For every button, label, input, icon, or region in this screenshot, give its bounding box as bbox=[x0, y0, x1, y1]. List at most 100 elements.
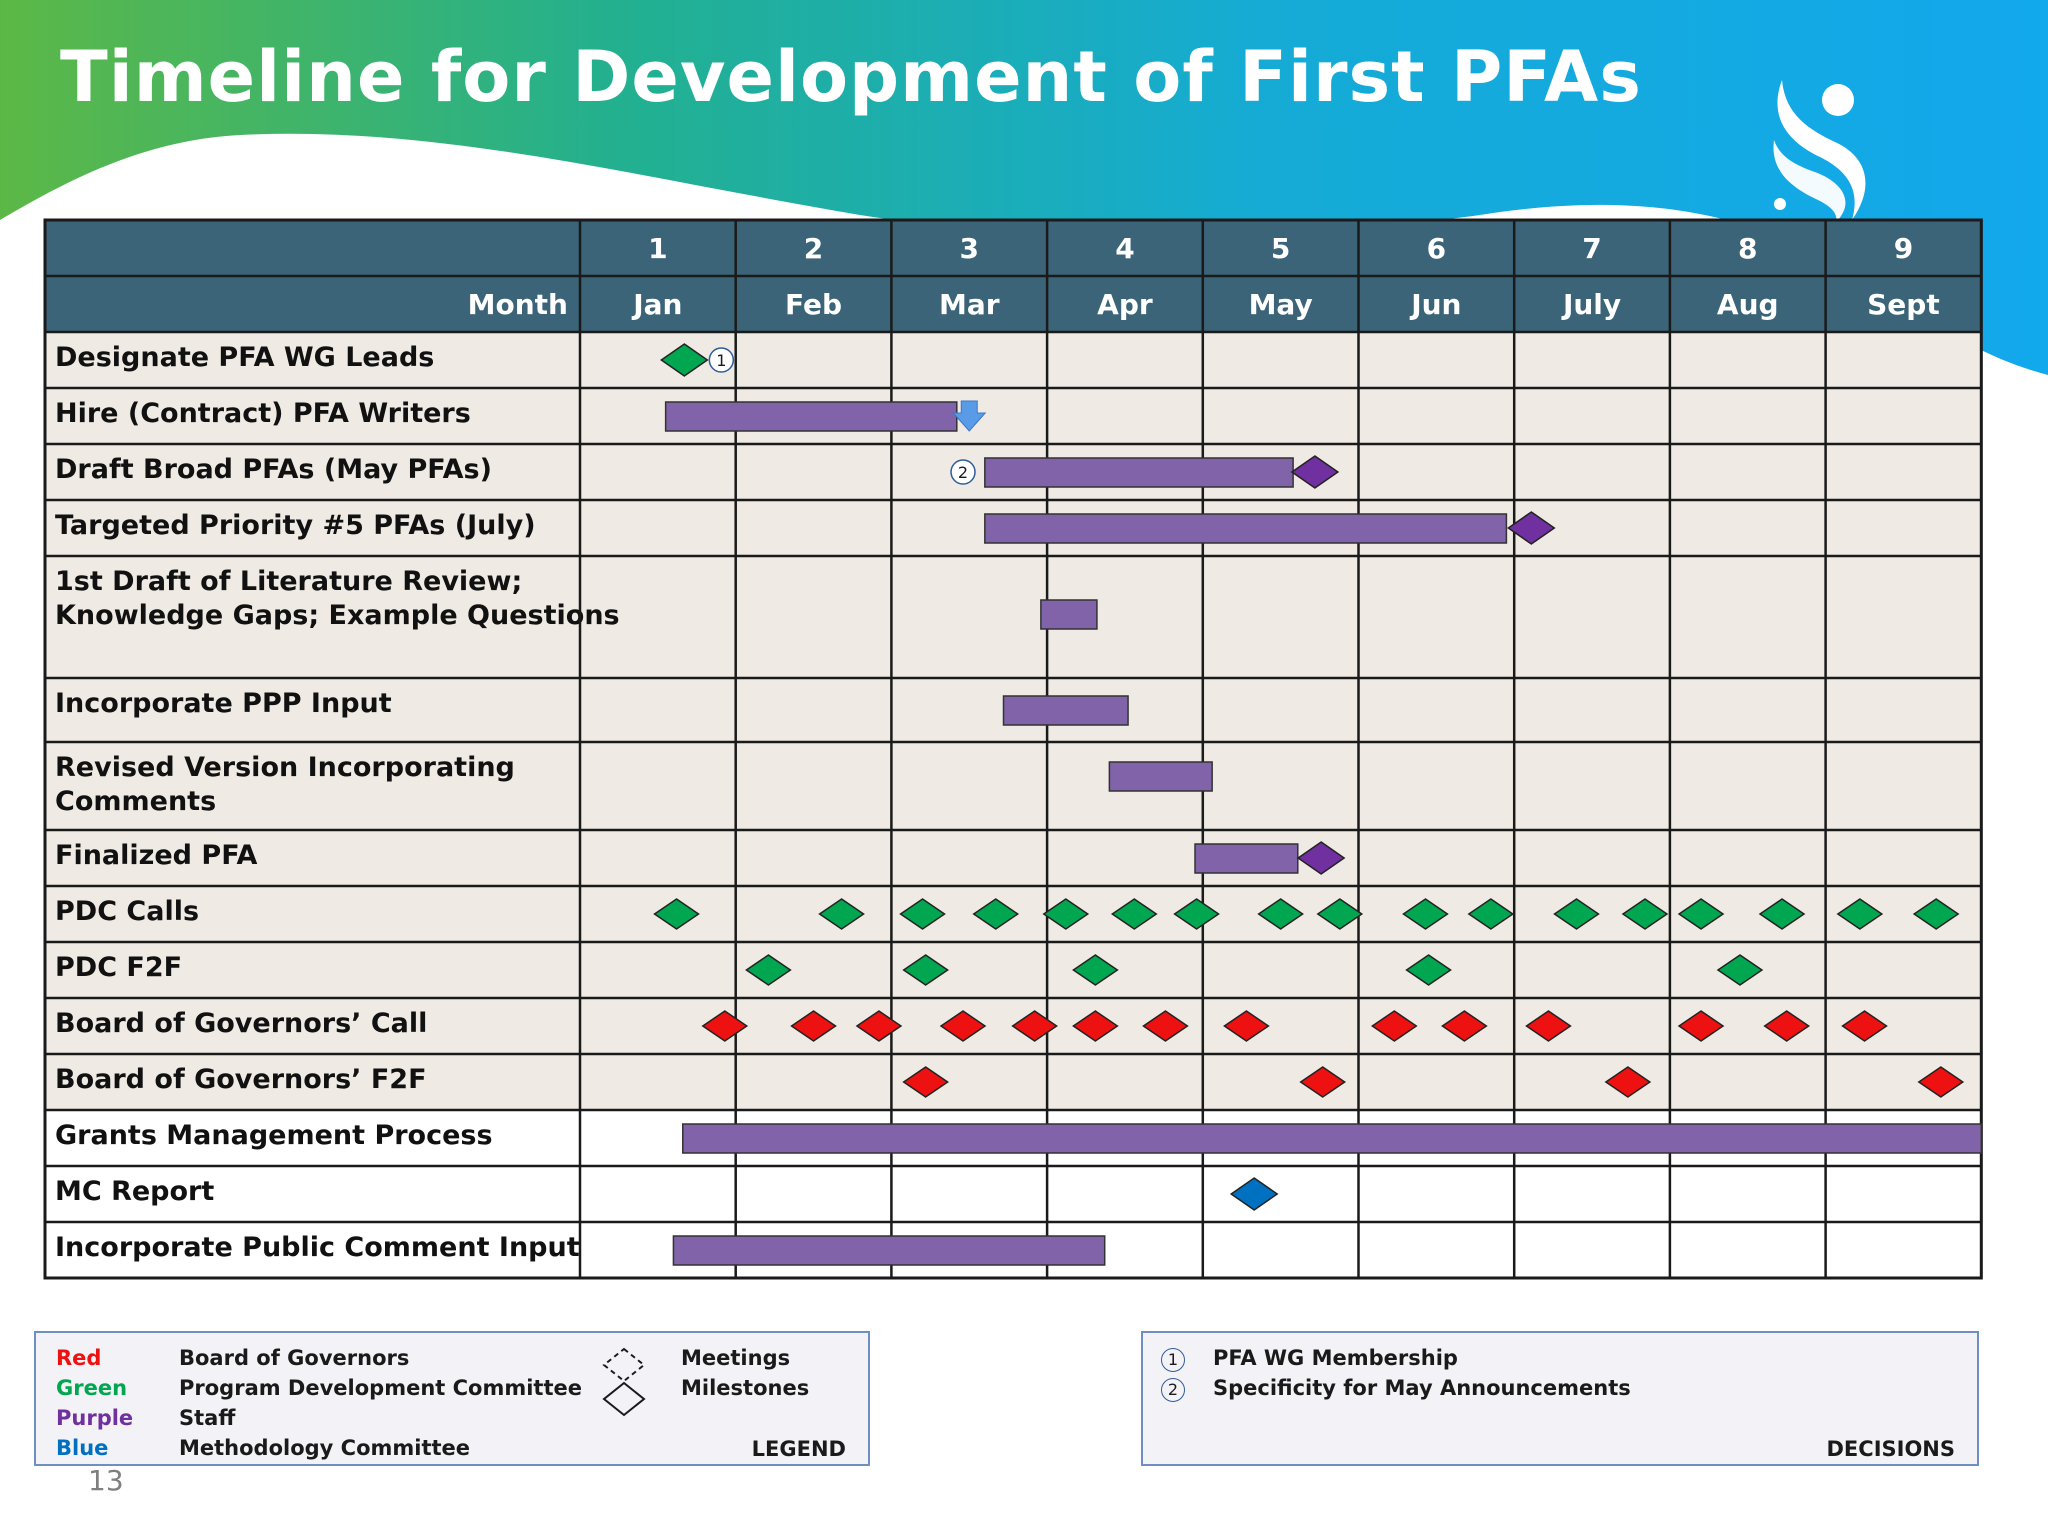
decision-label: PFA WG Membership bbox=[1213, 1346, 1458, 1370]
milestone-marker bbox=[1621, 898, 1669, 930]
page-number: 13 bbox=[88, 1464, 124, 1497]
milestone-marker bbox=[1758, 898, 1806, 930]
slide-title: Timeline for Development of First PFAs bbox=[60, 36, 1642, 118]
task-bar bbox=[1002, 695, 1129, 726]
table-row bbox=[45, 942, 1982, 998]
month-number-label: 1 bbox=[648, 232, 667, 265]
task-bar bbox=[1194, 843, 1299, 874]
down-arrow-icon bbox=[952, 400, 987, 432]
legend-color-name: Green bbox=[56, 1376, 128, 1400]
milestone-marker bbox=[745, 954, 792, 986]
milestone-marker bbox=[1553, 898, 1600, 930]
milestone-marker bbox=[1299, 1066, 1347, 1098]
row-label: Grants Management Process bbox=[55, 1120, 493, 1151]
decisions-box: 1 PFA WG Membership 2 Specificity for Ma… bbox=[1141, 1331, 1979, 1466]
decision-marker bbox=[950, 459, 976, 485]
legend-meaning: Staff bbox=[179, 1406, 236, 1430]
month-label: Jan bbox=[631, 288, 682, 321]
legend-milestones-label: Milestones bbox=[681, 1376, 810, 1400]
row-label: Revised Version Incorporating bbox=[55, 752, 515, 783]
legend-row-blue: Blue Methodology Committee bbox=[56, 1433, 470, 1463]
decision-label: Specificity for May Announcements bbox=[1213, 1376, 1631, 1400]
table-row bbox=[45, 332, 1982, 388]
month-label: May bbox=[1249, 288, 1313, 321]
milestone-marker bbox=[1507, 511, 1556, 545]
table-row bbox=[45, 1054, 1982, 1110]
table-row bbox=[45, 388, 1982, 444]
task-bar bbox=[664, 401, 958, 432]
legend-row-red: Red Board of Governors bbox=[56, 1343, 409, 1373]
milestone-marker bbox=[972, 898, 1020, 930]
month-number-label: 6 bbox=[1427, 232, 1446, 265]
milestone-marker bbox=[1229, 1177, 1279, 1211]
dashed-diamond-icon bbox=[602, 1347, 646, 1383]
row-label: Draft Broad PFAs (May PFAs) bbox=[55, 454, 492, 485]
milestone-marker bbox=[1917, 1066, 1965, 1098]
month-label: Feb bbox=[785, 288, 842, 321]
month-label: July bbox=[1561, 288, 1621, 321]
decision-marker bbox=[708, 347, 735, 373]
milestone-marker bbox=[1223, 1010, 1270, 1042]
month-label: Aug bbox=[1717, 288, 1779, 321]
row-label: Targeted Priority #5 PFAs (July) bbox=[55, 510, 536, 541]
row-label: Incorporate PPP Input bbox=[55, 688, 392, 719]
milestone-marker bbox=[1912, 898, 1960, 930]
gantt-chart: 1 2 3 4 5 6 7 8 9 Month Jan Feb Mar Apr May Jun July Aug S… bbox=[43, 218, 1983, 1280]
task-bar bbox=[984, 513, 1508, 544]
table-row bbox=[45, 742, 1982, 830]
milestone-marker bbox=[1296, 841, 1346, 875]
month-number-label: 2 bbox=[804, 232, 823, 265]
row-label: PDC F2F bbox=[55, 952, 182, 983]
milestone-marker bbox=[701, 1010, 749, 1042]
month-label: Sept bbox=[1867, 288, 1940, 321]
month-label: Mar bbox=[939, 288, 1000, 321]
row-label: Incorporate Public Comment Input bbox=[55, 1232, 580, 1263]
legend-meaning: Board of Governors bbox=[179, 1346, 410, 1370]
month-number-label: 5 bbox=[1271, 232, 1290, 265]
milestone-marker bbox=[1042, 898, 1090, 930]
milestone-marker bbox=[1316, 898, 1364, 930]
month-label: Apr bbox=[1097, 288, 1153, 321]
milestone-marker bbox=[1072, 1010, 1119, 1042]
legend-caption: LEGEND bbox=[751, 1437, 846, 1461]
milestone-marker bbox=[1467, 898, 1515, 930]
table-row bbox=[45, 1166, 1982, 1222]
month-number-label: 3 bbox=[960, 232, 979, 265]
legend-meaning: Methodology Committee bbox=[179, 1436, 471, 1460]
milestone-marker bbox=[939, 1010, 987, 1042]
decision-marker-number: 2 bbox=[958, 463, 968, 482]
legend-box: Red Board of Governors Green Program Dev… bbox=[34, 1331, 870, 1466]
table-row bbox=[45, 556, 1982, 678]
legend-color-name: Purple bbox=[56, 1406, 134, 1430]
milestone-marker bbox=[1290, 455, 1340, 489]
month-number-label: 9 bbox=[1894, 232, 1913, 265]
legend-meetings-label: Meetings bbox=[681, 1346, 791, 1370]
milestone-marker bbox=[1072, 954, 1119, 986]
milestone-marker bbox=[1402, 898, 1449, 930]
milestone-marker bbox=[902, 954, 949, 986]
milestone-marker bbox=[818, 898, 865, 930]
task-bar bbox=[682, 1123, 1983, 1154]
row-label: Designate PFA WG Leads bbox=[55, 342, 434, 373]
milestone-marker bbox=[653, 898, 700, 930]
header-background bbox=[0, 0, 2048, 375]
task-bar bbox=[672, 1235, 1106, 1266]
milestone-marker bbox=[1716, 954, 1764, 986]
milestone-marker bbox=[1011, 1010, 1058, 1042]
milestone-marker bbox=[1763, 1010, 1811, 1042]
milestone-marker bbox=[1836, 898, 1884, 930]
logo-icon bbox=[1773, 80, 1866, 222]
task-bar bbox=[1108, 761, 1213, 792]
solid-diamond-icon bbox=[602, 1381, 646, 1417]
row-label: Knowledge Gaps; Example Questions bbox=[55, 600, 620, 631]
row-label: Board of Governors’ Call bbox=[55, 1008, 427, 1039]
row-label: Hire (Contract) PFA Writers bbox=[55, 398, 471, 429]
legend-meaning: Program Development Committee bbox=[179, 1376, 582, 1400]
month-label: Jun bbox=[1409, 288, 1461, 321]
row-label: PDC Calls bbox=[55, 896, 199, 927]
milestone-marker bbox=[855, 1010, 903, 1042]
month-number-label: 7 bbox=[1582, 232, 1601, 265]
row-label: MC Report bbox=[55, 1176, 214, 1207]
decision-number-badge: 1 bbox=[1161, 1348, 1185, 1372]
row-label: Finalized PFA bbox=[55, 840, 258, 871]
